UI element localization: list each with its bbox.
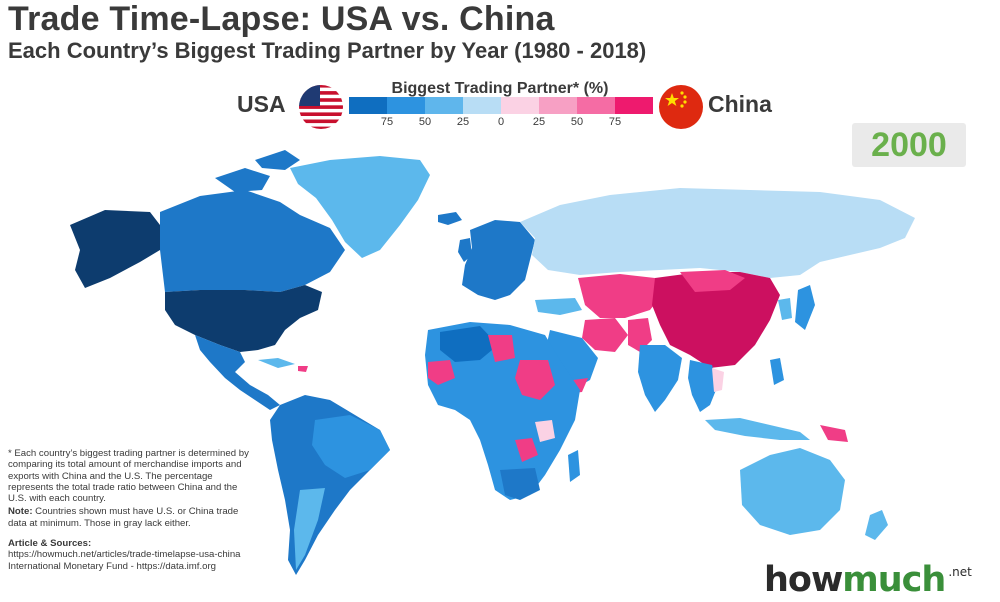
legend-tick-label: 0 <box>497 116 505 128</box>
legend-swatch <box>501 97 539 114</box>
region-turkey <box>535 298 582 315</box>
region-vietnam <box>712 368 724 392</box>
sources-block: Article & Sources: https://howmuch.net/a… <box>8 538 258 572</box>
region-sudan <box>515 360 555 400</box>
source-link-imf[interactable]: International Monetary Fund - https://da… <box>8 560 216 572</box>
region-se-asia <box>688 360 718 412</box>
region-central-africa-pink <box>515 438 538 462</box>
region-russia <box>520 188 915 278</box>
region-japan <box>795 285 815 330</box>
legend-tick-label: 50 <box>418 116 432 128</box>
legend-ticks: 75 50 25 0 25 50 75 <box>349 116 653 130</box>
logo-part1: how <box>764 560 843 600</box>
region-uk <box>458 238 472 262</box>
region-brazil <box>312 415 390 478</box>
legend-swatch <box>577 97 615 114</box>
legend-tick-label: 75 <box>380 116 394 128</box>
region-philippines <box>770 358 784 385</box>
note-label: Note: <box>8 506 33 518</box>
footnotes: * Each country’s biggest trading partner… <box>8 448 258 572</box>
region-alaska <box>70 210 160 288</box>
footnote-note: Note: Countries shown must have U.S. or … <box>8 506 258 529</box>
legend-usa-label: USA <box>237 91 286 117</box>
china-flag-icon <box>659 85 703 129</box>
region-west-africa-pink <box>428 360 455 385</box>
region-canada-islands <box>215 150 300 192</box>
legend-color-bar <box>349 97 653 114</box>
page-title: Trade Time-Lapse: USA vs. China <box>8 0 555 38</box>
region-png <box>820 425 848 442</box>
region-africa-north <box>440 326 498 362</box>
region-east-africa-light <box>535 420 555 442</box>
region-mongolia <box>680 270 745 292</box>
footnote-asterisk: * Each country’s biggest trading partner… <box>8 448 249 505</box>
howmuch-logo: howmuch .net <box>764 560 972 600</box>
legend-tick-label: 25 <box>532 116 546 128</box>
region-iran <box>582 318 628 352</box>
region-argentina <box>294 488 325 570</box>
region-haiti <box>298 366 308 372</box>
legend-swatch <box>539 97 577 114</box>
legend-swatch <box>425 97 463 114</box>
region-usa <box>165 285 322 352</box>
legend-tick-label: 50 <box>570 116 584 128</box>
legend-swatch <box>463 97 501 114</box>
region-korea <box>778 298 792 320</box>
page-subtitle: Each Country’s Biggest Trading Partner b… <box>8 38 647 63</box>
sources-label: Article & Sources: <box>8 538 92 550</box>
legend-swatch <box>349 97 387 114</box>
legend-tick-label: 25 <box>456 116 470 128</box>
region-pakistan <box>628 318 652 352</box>
region-iceland <box>438 212 462 225</box>
legend-tick-label: 75 <box>608 116 622 128</box>
legend-swatch <box>387 97 425 114</box>
legend-swatch <box>615 97 653 114</box>
region-central-asia <box>578 274 662 318</box>
region-greenland <box>290 156 430 258</box>
region-australia <box>740 448 845 535</box>
region-indonesia <box>705 418 810 440</box>
region-mexico <box>195 335 280 410</box>
legend-china-label: China <box>708 91 772 117</box>
logo-part2: much <box>842 560 946 600</box>
region-india <box>638 345 682 412</box>
region-new-zealand <box>865 510 888 540</box>
region-canada <box>160 190 345 292</box>
note-text: Countries shown must have U.S. or China … <box>8 506 239 529</box>
region-china <box>652 272 780 368</box>
region-europe <box>462 220 535 300</box>
usa-flag-icon <box>299 85 343 129</box>
region-south-africa <box>500 468 540 500</box>
source-link-article[interactable]: https://howmuch.net/articles/trade-timel… <box>8 549 241 561</box>
logo-tld: .net <box>948 565 972 579</box>
year-indicator: 2000 <box>852 123 966 167</box>
region-cuba <box>258 358 295 368</box>
legend-title: Biggest Trading Partner* (%) <box>391 80 609 97</box>
region-libya <box>488 335 515 362</box>
region-madagascar <box>568 450 580 482</box>
